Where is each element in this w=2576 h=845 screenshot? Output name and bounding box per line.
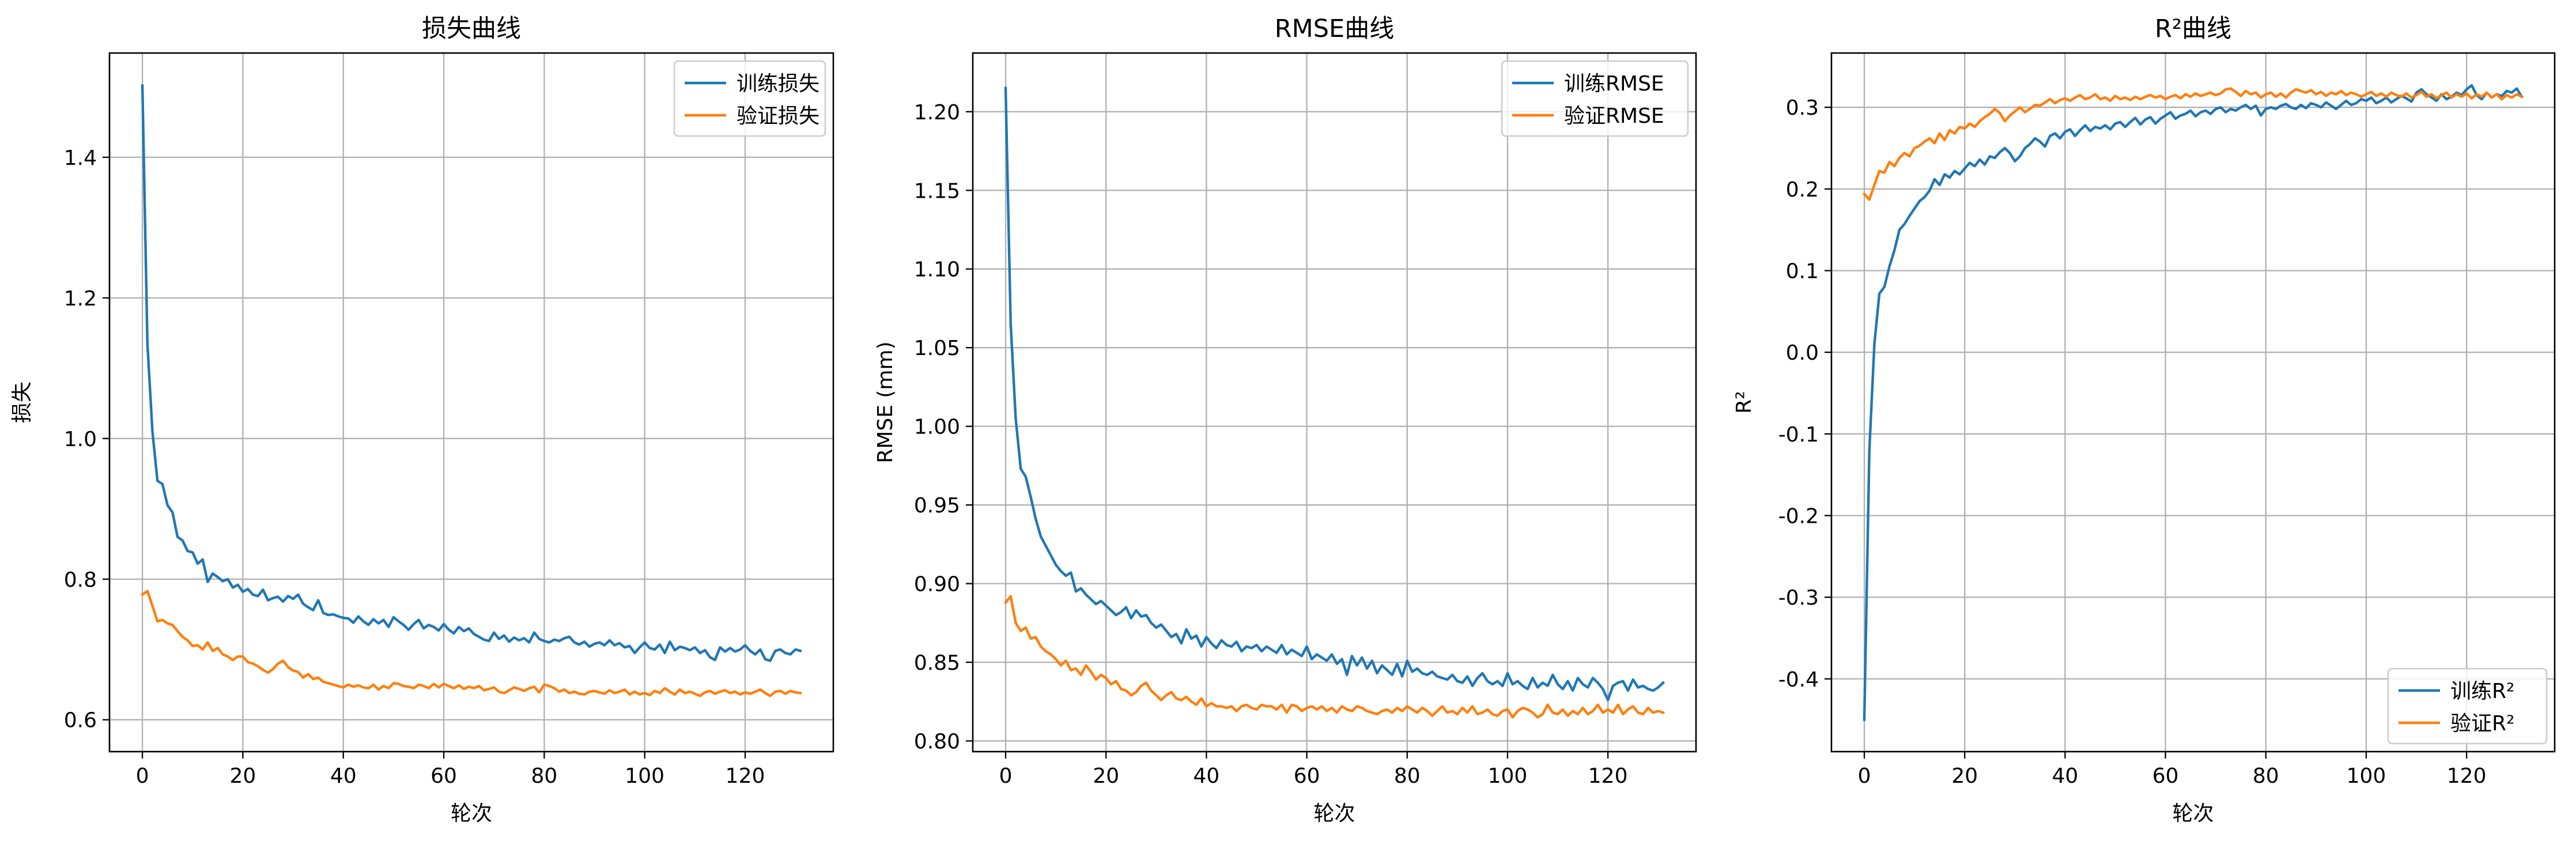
legend-label: 训练损失 [736, 72, 819, 96]
legend-label: 训练R² [2450, 680, 2514, 703]
x-tick-label: 0 [999, 764, 1013, 788]
y-tick-label: -0.2 [1778, 504, 1819, 528]
x-tick-label: 60 [2152, 764, 2179, 788]
y-tick-label: 0.90 [914, 573, 960, 597]
y-tick-label: -0.3 [1778, 586, 1819, 610]
x-tick-label: 0 [1858, 764, 1871, 788]
plot-frame [108, 52, 834, 753]
x-axis-label: 轮次 [2172, 802, 2214, 825]
plot-frame [1830, 52, 2556, 753]
chart-panel-3: 0 20 40 60 80 100 120 -0.4 -0.3 -0.2 -0.1 0.0 0.1 0.2… [1732, 14, 2556, 825]
y-tick-label: 0.80 [914, 730, 960, 753]
x-tick-label: 100 [1488, 764, 1528, 788]
gridlines [1831, 53, 2555, 752]
x-tick-label: 80 [2253, 764, 2279, 788]
y-tick-label: 1.4 [64, 146, 97, 170]
x-tick-label: 120 [726, 764, 765, 788]
series-line-1 [1863, 84, 2524, 721]
x-tick-label: 120 [1588, 764, 1628, 788]
x-tick-label: 0 [136, 764, 149, 788]
x-tick-label: 80 [1394, 764, 1421, 788]
x-tick-label: 60 [1294, 764, 1320, 788]
legend: 训练RMSE 验证RMSE [1501, 60, 1689, 137]
x-tick-label: 60 [430, 764, 457, 788]
x-tick-label: 20 [1093, 764, 1119, 788]
x-tick-label: 80 [531, 764, 557, 788]
chart-title: RMSE曲线 [1275, 14, 1394, 43]
chart-title: 损失曲线 [422, 14, 521, 43]
y-tick-label: 1.2 [64, 287, 97, 311]
x-tick-label: 100 [2347, 764, 2386, 788]
y-tick-label: 1.0 [64, 428, 97, 451]
series-line-2 [141, 590, 802, 697]
x-tick-label: 100 [625, 764, 664, 788]
y-tick-label: 1.00 [914, 416, 960, 439]
series-line-2 [1862, 87, 2524, 201]
y-tick-label: 0.95 [914, 494, 960, 518]
y-tick-label: 1.15 [914, 179, 960, 203]
x-axis-label: 轮次 [451, 802, 492, 825]
y-tick-label: 0.1 [1786, 260, 1819, 284]
x-tick-label: 120 [2447, 764, 2487, 788]
y-axis-label: 损失 [10, 382, 34, 423]
y-tick-label: -0.4 [1778, 668, 1819, 692]
y-tick-label: 0.8 [64, 568, 97, 592]
x-tick-label: 40 [1193, 764, 1220, 788]
legend-label: 验证RMSE [1564, 104, 1664, 128]
y-tick-label: 0.6 [64, 709, 97, 733]
gridlines [973, 53, 1696, 752]
x-tick-label: 20 [1951, 764, 1978, 788]
chart-title: R²曲线 [2155, 14, 2231, 43]
y-axis-label: R² [1732, 391, 1756, 413]
legend-box [673, 60, 826, 137]
legend-label: 验证R² [2450, 712, 2514, 735]
series-line-2 [1003, 595, 1665, 719]
y-tick-label: 1.10 [914, 258, 960, 282]
x-tick-label: 20 [230, 764, 256, 788]
y-tick-label: 1.20 [914, 101, 960, 125]
x-axis-label: 轮次 [1313, 802, 1355, 825]
legend-box [1501, 60, 1689, 137]
series-line-1 [141, 84, 802, 662]
legend-box [2387, 667, 2548, 745]
y-tick-label: 0.85 [914, 651, 960, 675]
x-tick-label: 40 [330, 764, 357, 788]
chart-panel-2: 0 20 40 60 80 100 120 0.80 0.85 0.90 0.95 1.00 1.05 1… [874, 14, 1697, 825]
y-tick-label: 0.3 [1786, 96, 1819, 120]
y-tick-label: 0.2 [1786, 178, 1819, 202]
plot-frame [972, 52, 1697, 753]
legend-label: 训练RMSE [1564, 72, 1664, 96]
y-tick-label: 1.05 [914, 337, 960, 360]
x-tick-label: 40 [2052, 764, 2079, 788]
legend: 训练R² 验证R² [2387, 667, 2548, 745]
gridlines [109, 53, 833, 752]
y-tick-label: -0.1 [1778, 423, 1819, 447]
legend-label: 验证损失 [736, 104, 819, 128]
series-line-1 [1004, 86, 1665, 701]
y-axis-label: RMSE (mm) [874, 341, 897, 463]
y-tick-label: 0.0 [1786, 341, 1819, 365]
